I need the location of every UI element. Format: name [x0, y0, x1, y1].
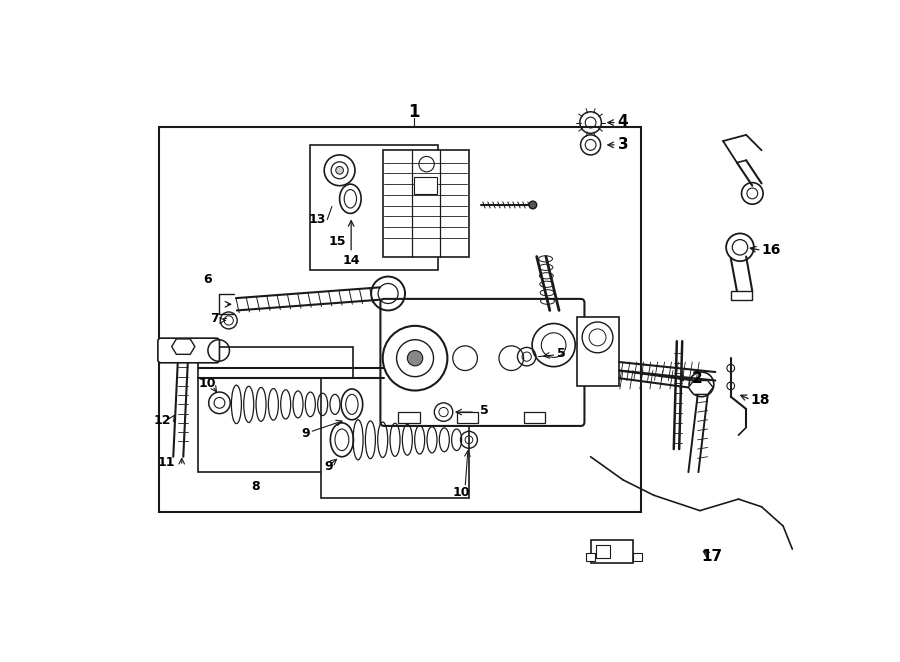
- Circle shape: [529, 201, 536, 209]
- Polygon shape: [688, 381, 713, 395]
- Circle shape: [336, 166, 344, 174]
- Bar: [398, 412, 419, 423]
- Text: 17: 17: [701, 549, 722, 564]
- Text: 18: 18: [751, 393, 770, 406]
- Bar: [731, 291, 752, 301]
- Text: 4: 4: [617, 115, 628, 129]
- Bar: [456, 412, 478, 423]
- Bar: [524, 412, 545, 423]
- Bar: [590, 540, 633, 563]
- Text: 5: 5: [480, 404, 489, 417]
- Bar: [158, 127, 641, 512]
- Text: 14: 14: [342, 254, 360, 267]
- Text: 2: 2: [691, 371, 702, 386]
- Polygon shape: [172, 339, 194, 354]
- Text: 3: 3: [617, 138, 628, 152]
- Bar: [586, 553, 595, 561]
- Text: 11: 11: [158, 455, 176, 469]
- FancyBboxPatch shape: [381, 299, 584, 426]
- Text: 8: 8: [251, 479, 260, 493]
- Text: 10: 10: [453, 487, 470, 499]
- Bar: [382, 150, 469, 257]
- FancyBboxPatch shape: [158, 338, 220, 363]
- Text: 15: 15: [328, 234, 346, 248]
- Circle shape: [408, 350, 423, 366]
- Text: 10: 10: [198, 377, 216, 390]
- Text: 9: 9: [325, 460, 333, 473]
- Bar: [310, 145, 438, 270]
- Text: 13: 13: [309, 213, 326, 226]
- Text: 9: 9: [302, 427, 310, 440]
- Bar: [596, 545, 610, 557]
- Text: 5: 5: [557, 347, 566, 360]
- Bar: [577, 316, 619, 386]
- Text: 6: 6: [202, 273, 211, 286]
- Text: 1: 1: [408, 103, 419, 120]
- Text: 16: 16: [761, 244, 780, 258]
- Text: 12: 12: [154, 414, 171, 427]
- Bar: [198, 348, 354, 472]
- Bar: [321, 378, 469, 498]
- Bar: [633, 553, 643, 561]
- Text: 7: 7: [211, 312, 220, 324]
- Bar: [413, 177, 436, 194]
